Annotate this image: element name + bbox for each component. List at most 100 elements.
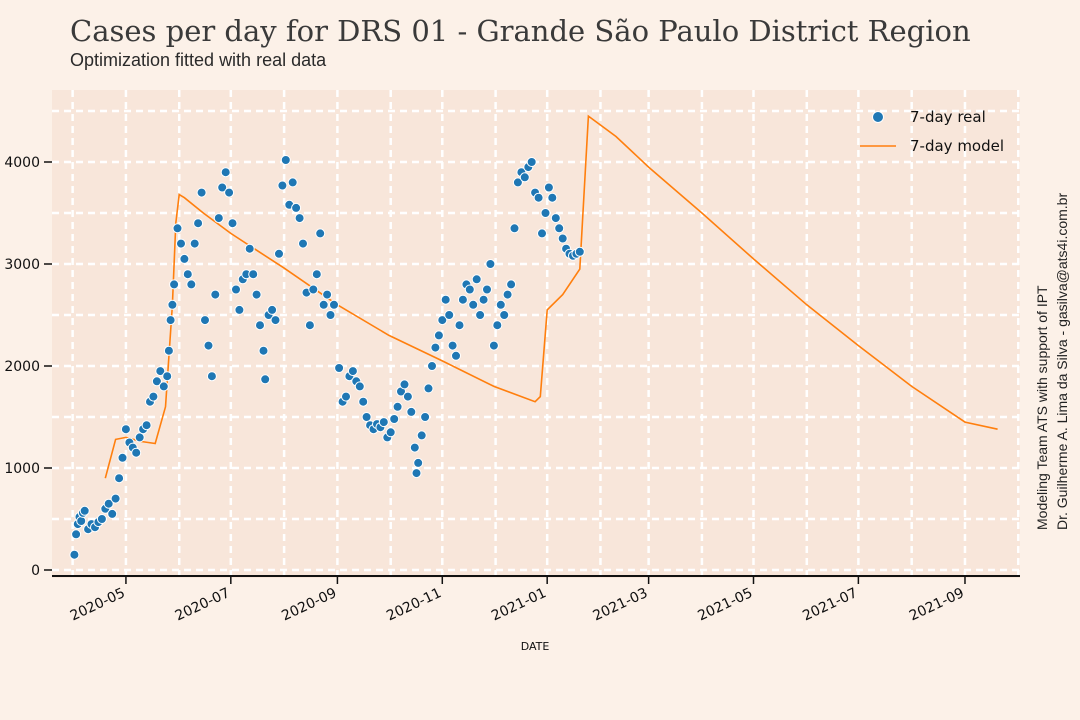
data-point (244, 243, 255, 254)
data-point (358, 396, 369, 407)
data-point (495, 299, 506, 310)
data-point (308, 284, 319, 295)
data-point (217, 182, 228, 193)
data-point (502, 289, 513, 300)
data-point (334, 363, 345, 373)
data-point (151, 376, 162, 387)
data-point (471, 274, 482, 285)
data-point (389, 414, 400, 424)
data-point (96, 514, 107, 524)
data-point (519, 172, 530, 183)
x-tick-label: 2020-05 (68, 585, 128, 624)
data-point (547, 192, 558, 203)
data-point (392, 401, 403, 412)
data-point (248, 269, 259, 280)
y-tick-label: 1000 (4, 461, 40, 477)
x-tick-label: 2020-07 (173, 585, 233, 624)
data-point (277, 180, 288, 191)
data-point (193, 218, 204, 229)
y-tick-label: 2000 (4, 359, 40, 375)
data-point (347, 366, 358, 377)
data-point (169, 279, 180, 290)
data-point (329, 299, 339, 310)
data-point (227, 218, 238, 229)
data-point (492, 320, 503, 331)
data-point (437, 315, 448, 326)
data-point (411, 468, 422, 479)
data-point (182, 269, 193, 280)
data-point (107, 508, 118, 519)
data-point (71, 529, 82, 540)
data-point (172, 223, 183, 234)
data-point (186, 279, 197, 290)
data-point (69, 549, 80, 560)
legend-label-model: 7-day model (910, 137, 1004, 155)
credit-line-1: Modeling Team ATS with support of IPT (1034, 285, 1050, 530)
data-point (280, 155, 291, 165)
x-axis: 2020-05 2020-07 2020-09 2020-11 2021-01 2021-… (68, 576, 967, 624)
data-point (304, 320, 315, 331)
data-point (423, 383, 434, 394)
data-point (416, 430, 427, 441)
data-point (79, 505, 90, 516)
data-point (260, 374, 271, 385)
data-point (440, 294, 451, 305)
data-point (110, 493, 121, 504)
data-point (454, 320, 465, 331)
data-point (509, 223, 520, 234)
data-point (220, 167, 231, 178)
x-tick-label: 2020-11 (384, 585, 444, 624)
data-point (114, 473, 125, 484)
data-point (234, 304, 245, 315)
data-point (475, 310, 486, 320)
data-point (76, 516, 87, 526)
data-point (447, 340, 458, 351)
data-point (322, 289, 333, 300)
x-tick-label: 2021-05 (695, 585, 755, 624)
data-point (103, 498, 114, 509)
data-point (270, 315, 281, 326)
data-point (179, 253, 190, 264)
data-point (134, 432, 145, 443)
data-point (478, 294, 489, 305)
data-point (550, 213, 561, 224)
data-point (482, 284, 492, 295)
data-point (468, 299, 479, 310)
y-axis: 0 1000 2000 3000 4000 (4, 155, 52, 579)
data-point (557, 233, 568, 244)
data-point (213, 213, 224, 224)
grid (52, 90, 1020, 576)
data-point (526, 157, 537, 167)
data-point (464, 284, 475, 295)
data-point (210, 289, 221, 300)
data-point (203, 340, 214, 351)
data-point (540, 208, 551, 218)
legend: 7-day real 7-day model (860, 108, 1004, 155)
data-point (325, 310, 336, 320)
data-point (298, 238, 308, 249)
data-point (141, 420, 152, 431)
legend-marker-real (872, 111, 884, 123)
x-tick-label: 2020-09 (279, 585, 339, 624)
data-point (409, 442, 420, 453)
real-series (69, 155, 585, 560)
data-point (231, 284, 241, 295)
data-point (294, 213, 305, 224)
data-point (512, 177, 523, 188)
data-point (318, 299, 329, 310)
data-point (433, 330, 444, 341)
data-point (224, 187, 235, 198)
data-point (131, 447, 142, 458)
data-point (120, 424, 131, 435)
data-point (399, 379, 410, 390)
data-point (543, 182, 554, 193)
data-point (488, 340, 499, 351)
data-point (537, 228, 547, 239)
y-tick-label: 4000 (4, 155, 40, 171)
data-point (341, 391, 351, 402)
data-point (499, 310, 510, 320)
data-point (385, 427, 396, 438)
data-point (485, 259, 496, 269)
data-point (155, 366, 166, 377)
